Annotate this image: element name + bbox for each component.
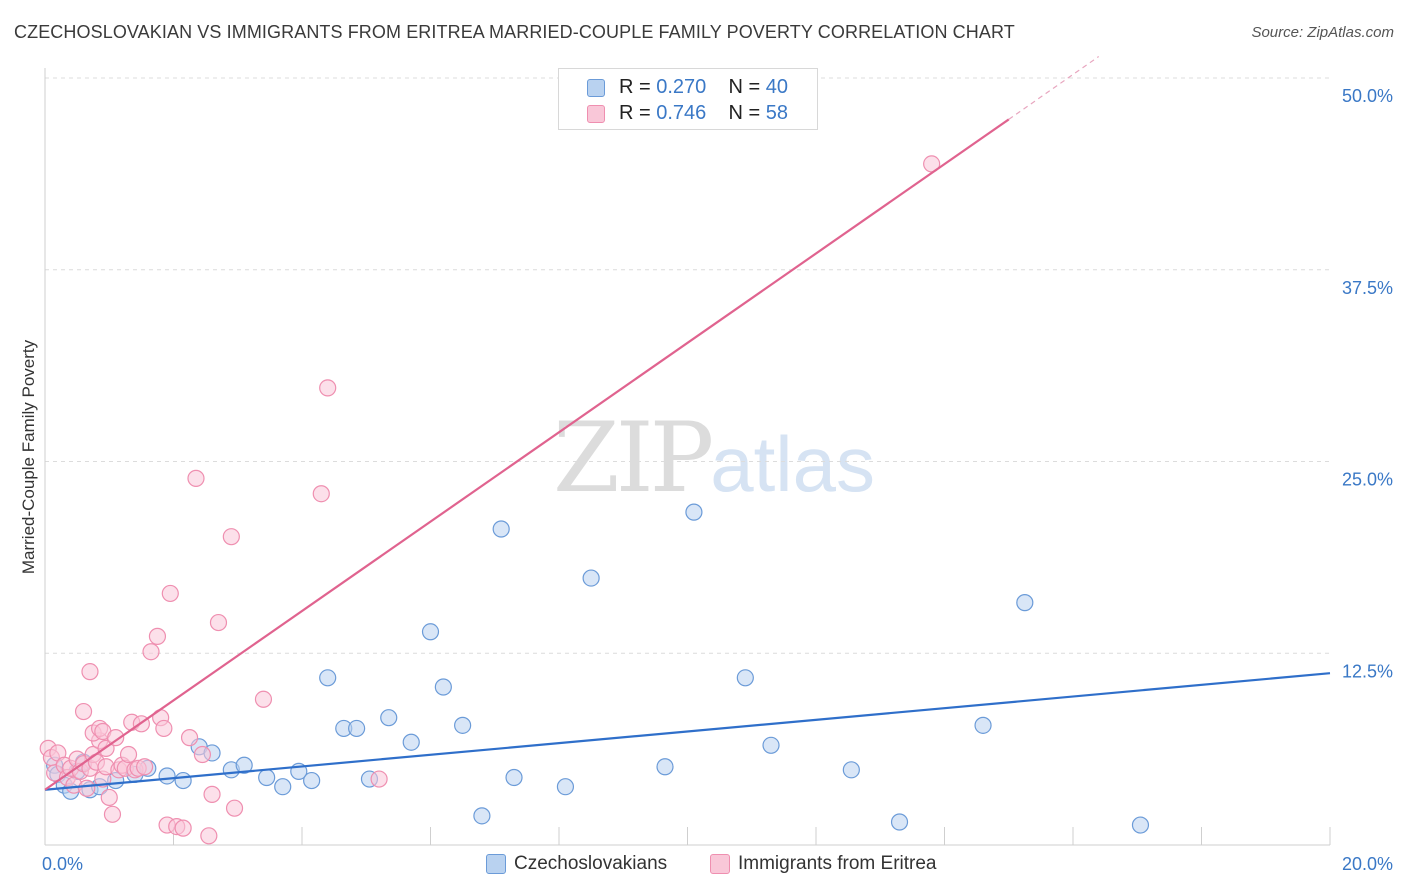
points-eritrea <box>39 155 941 845</box>
data-point <box>119 745 138 764</box>
watermark-atlas: atlas <box>710 420 875 508</box>
legend-text: R = 0.746 N = 58 <box>619 102 788 125</box>
n-value: 58 <box>765 102 789 124</box>
r-value: 0.746 <box>656 102 707 124</box>
data-point <box>81 663 99 681</box>
points-czechoslovakians <box>46 503 1150 834</box>
data-point <box>656 758 674 776</box>
data-point <box>454 716 472 734</box>
data-point <box>203 785 221 803</box>
r-label: R = <box>619 102 651 124</box>
n-label: N = <box>728 102 761 124</box>
data-point <box>161 584 179 603</box>
n-value: 40 <box>765 76 789 98</box>
data-point <box>100 788 118 807</box>
tick-labels: 12.5% 25.0% 37.5% 50.0% 0.0% 20.0% <box>42 86 1393 874</box>
y-axis-label: Married-Couple Family Poverty <box>19 339 38 574</box>
watermark-zip: ZIP <box>553 402 714 514</box>
data-point <box>434 678 452 696</box>
data-point <box>258 768 276 787</box>
data-point <box>200 827 218 845</box>
data-point <box>380 709 398 727</box>
legend-swatch-pink <box>710 854 730 874</box>
legend-swatch-blue <box>587 79 605 97</box>
data-point <box>685 503 703 521</box>
data-point <box>1016 594 1034 612</box>
data-point <box>762 736 780 754</box>
data-point <box>193 745 212 764</box>
data-point <box>107 729 125 747</box>
data-point <box>473 807 491 825</box>
data-point <box>225 799 244 817</box>
x-tick-label: 20.0% <box>1342 854 1393 874</box>
legend-text: R = 0.270 N = 40 <box>619 76 788 99</box>
data-point <box>556 778 575 796</box>
data-point <box>142 643 160 661</box>
data-point <box>235 756 253 774</box>
data-point <box>505 768 523 787</box>
trend-line <box>44 118 1010 791</box>
y-tick-label: 12.5% <box>1342 661 1393 681</box>
data-point <box>222 528 240 546</box>
data-point <box>492 520 510 538</box>
x-tick-label: 0.0% <box>42 854 83 874</box>
data-point <box>180 729 199 747</box>
y-tick-label: 37.5% <box>1342 278 1393 298</box>
data-point <box>582 569 600 587</box>
data-point <box>370 770 388 788</box>
data-point <box>174 819 192 837</box>
trend-line <box>44 672 1331 791</box>
data-point <box>174 771 192 790</box>
legend-label: Immigrants from Eritrea <box>738 853 937 874</box>
data-point <box>974 716 992 734</box>
data-point <box>158 767 176 785</box>
data-point <box>890 813 909 831</box>
data-point <box>74 702 93 721</box>
n-label: N = <box>728 76 761 98</box>
data-point <box>78 779 96 797</box>
y-tick-label: 25.0% <box>1342 470 1393 490</box>
data-point <box>319 379 337 397</box>
data-point <box>348 719 366 738</box>
trend-line-extension <box>1008 56 1100 120</box>
legend-swatch-pink <box>587 105 605 123</box>
chart-title: CZECHOSLOVAKIAN VS IMMIGRANTS FROM ERITR… <box>14 22 1015 42</box>
axes <box>44 68 1331 846</box>
data-point <box>209 613 228 632</box>
data-point <box>1131 816 1150 834</box>
data-point <box>148 627 167 645</box>
data-point <box>254 690 273 708</box>
data-point <box>312 485 330 503</box>
data-point <box>303 771 321 790</box>
legend-stats: R = 0.270 N = 40 R = 0.746 N = 58 <box>558 68 818 130</box>
data-point <box>402 733 420 751</box>
legend-label: Czechoslovakians <box>514 853 668 874</box>
r-value: 0.270 <box>656 76 707 98</box>
data-point <box>736 669 754 687</box>
data-point <box>421 623 440 641</box>
data-point <box>135 758 154 776</box>
watermark: ZIPatlas <box>553 402 875 514</box>
data-point <box>842 761 860 779</box>
data-point <box>187 469 205 487</box>
data-point <box>103 805 122 823</box>
data-point <box>319 669 337 687</box>
data-point <box>274 778 292 796</box>
y-tick-label: 50.0% <box>1342 86 1393 106</box>
legend-swatch-blue <box>486 854 506 874</box>
trend-lines <box>44 56 1331 791</box>
gridlines <box>45 77 1330 654</box>
source-label: Source: ZipAtlas.com <box>1251 24 1394 41</box>
data-point <box>155 719 173 738</box>
r-label: R = <box>619 76 651 98</box>
